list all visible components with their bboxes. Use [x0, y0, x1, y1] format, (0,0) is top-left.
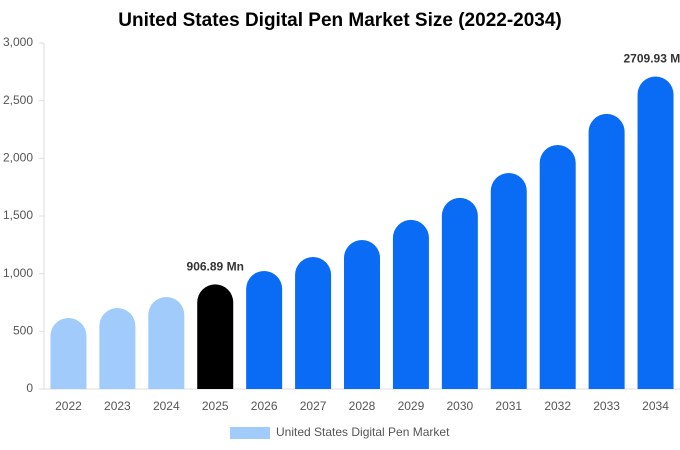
y-tick-label: 2,500: [3, 93, 33, 107]
y-tick-label: 500: [13, 324, 33, 338]
bar: [637, 76, 674, 389]
x-tick-label: 2029: [398, 399, 425, 413]
data-label: 906.89 Mn: [187, 260, 244, 274]
bar: [148, 296, 185, 389]
bar: [539, 144, 576, 389]
y-tick-label: 0: [26, 381, 33, 395]
legend-swatch: [230, 427, 270, 439]
legend-label: United States Digital Pen Market: [276, 425, 450, 439]
bar: [50, 317, 87, 389]
x-tick-label: 2034: [642, 399, 669, 413]
y-tick-label: 1,000: [3, 266, 33, 280]
chart-title: United States Digital Pen Market Size (2…: [118, 10, 562, 31]
x-tick-label: 2031: [495, 399, 522, 413]
bar: [197, 284, 234, 389]
x-tick-label: 2025: [202, 399, 229, 413]
x-tick-label: 2028: [349, 399, 376, 413]
x-tick-label: 2026: [251, 399, 278, 413]
bar: [295, 256, 332, 389]
x-tick-label: 2032: [544, 399, 571, 413]
y-tick-label: 3,000: [3, 35, 33, 49]
y-tick-label: 2,000: [3, 151, 33, 165]
x-tick-label: 2024: [153, 399, 180, 413]
bar: [441, 197, 478, 389]
bar: [392, 219, 429, 389]
bar: [344, 239, 380, 389]
x-tick-label: 2023: [104, 399, 131, 413]
bar: [246, 271, 283, 389]
data-label: 2709.93 Mn: [624, 52, 680, 66]
y-tick-label: 1,500: [3, 208, 33, 222]
x-tick-label: 2027: [300, 399, 327, 413]
bar: [99, 308, 136, 389]
bar: [490, 172, 527, 389]
bar: [588, 113, 625, 389]
x-tick-label: 2033: [593, 399, 620, 413]
x-tick-label: 2030: [446, 399, 473, 413]
x-tick-label: 2022: [55, 399, 82, 413]
